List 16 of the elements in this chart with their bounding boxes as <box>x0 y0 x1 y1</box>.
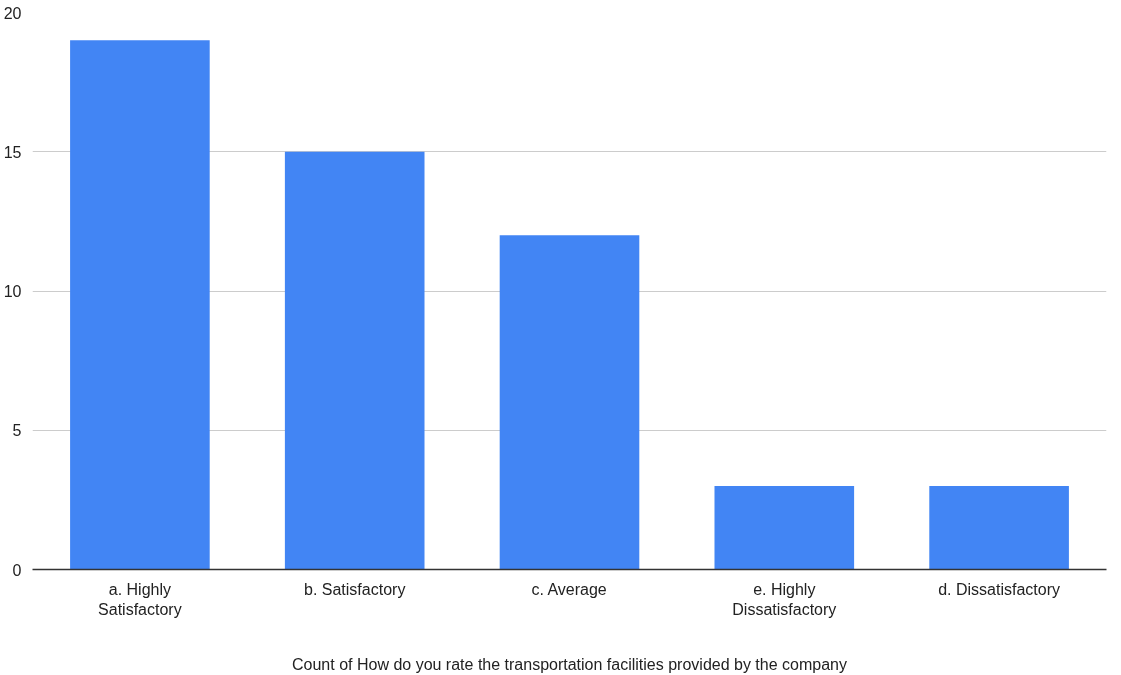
y-tick-label: 5 <box>12 422 22 440</box>
x-tick-label: c. Average <box>531 580 607 598</box>
x-tick-label: d. Dissatisfactory <box>938 580 1061 598</box>
x-tick-label: e. Highly Dissatisfactory <box>732 580 837 618</box>
y-tick-label: 20 <box>3 4 22 22</box>
x-axis-title: Count of How do you rate the transportation facilities provided by the company <box>292 655 847 673</box>
x-tick-label: b. Satisfactory <box>304 580 406 598</box>
bar <box>929 485 1069 570</box>
y-tick-label: 0 <box>12 561 22 579</box>
y-tick-label: 15 <box>3 143 22 161</box>
bar <box>714 485 855 570</box>
bar <box>284 151 425 570</box>
bar <box>70 40 210 570</box>
y-tick-label: 10 <box>3 283 22 300</box>
bar <box>499 235 640 570</box>
x-tick-label: a. Highly Satisfactory <box>98 580 182 618</box>
